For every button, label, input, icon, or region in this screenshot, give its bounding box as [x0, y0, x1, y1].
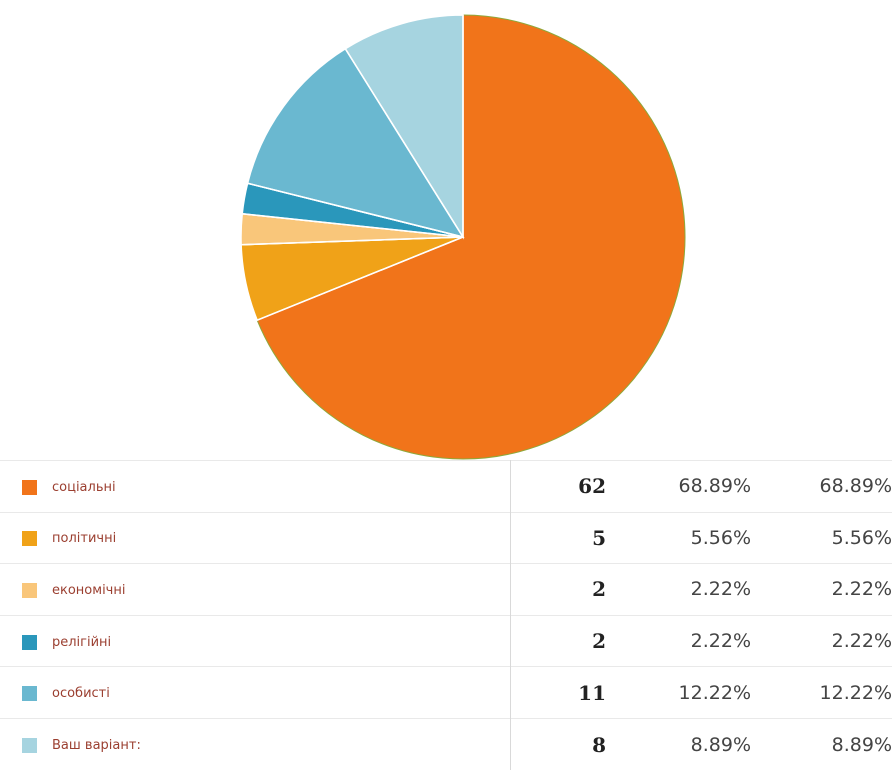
result-row: Ваш варіант: 8 8.89% 8.89% [0, 717, 892, 770]
vote-count: 11 [510, 666, 606, 719]
vote-percent-total: 68.89% [751, 460, 892, 513]
pie-slice [344, 14, 464, 240]
vote-percent: 68.89% [606, 460, 751, 513]
option-label: Ваш варіант: [52, 738, 141, 754]
vote-percent-total: 12.22% [751, 666, 892, 719]
legend-swatch [22, 634, 37, 650]
result-row: соціальні 62 68.89% 68.89% [0, 460, 892, 513]
vote-percent: 2.22% [606, 614, 751, 667]
result-row: економічні 2 2.22% 2.22% [0, 563, 892, 616]
option-label: релігійні [52, 634, 112, 650]
slice-separator [247, 182, 464, 238]
label-cell: особисті [0, 666, 511, 719]
vote-percent-total: 2.22% [751, 614, 892, 667]
slice-separator [241, 236, 464, 246]
slice-separator [242, 213, 464, 238]
option-label: соціальні [52, 479, 116, 495]
vote-count: 2 [510, 563, 606, 616]
pie-chart [240, 14, 686, 460]
vote-percent-total: 8.89% [751, 717, 892, 770]
vote-percent-total: 5.56% [751, 511, 892, 564]
pie-slice [256, 14, 686, 460]
legend-swatch [22, 738, 37, 754]
vote-percent: 5.56% [606, 511, 751, 564]
vote-count: 62 [510, 460, 606, 513]
slice-separator [344, 48, 464, 238]
legend-swatch [22, 531, 37, 547]
label-cell: релігійні [0, 614, 511, 667]
label-cell: Ваш варіант: [0, 717, 511, 770]
label-cell: економічні [0, 563, 511, 616]
vote-percent: 2.22% [606, 563, 751, 616]
slice-separator [256, 236, 464, 321]
result-row: релігійні 2 2.22% 2.22% [0, 614, 892, 667]
label-cell: політичні [0, 511, 511, 564]
result-row: політичні 5 5.56% 5.56% [0, 511, 892, 564]
label-cell: соціальні [0, 460, 511, 513]
pie-slice [246, 47, 465, 239]
legend-swatch [22, 582, 37, 598]
vote-count: 2 [510, 614, 606, 667]
legend-swatch [22, 479, 37, 495]
vote-count: 8 [510, 717, 606, 770]
vote-percent: 12.22% [606, 666, 751, 719]
vote-count: 5 [510, 511, 606, 564]
legend-swatch [22, 686, 37, 702]
results-table: соціальні 62 68.89% 68.89% політичні 5 5.56% 5.… [0, 460, 892, 770]
option-label: політичні [52, 531, 117, 547]
option-label: економічні [52, 582, 126, 598]
result-row: особисті 11 12.22% 12.22% [0, 666, 892, 719]
vote-percent-total: 2.22% [751, 563, 892, 616]
vote-percent: 8.89% [606, 717, 751, 770]
option-label: особисті [52, 686, 110, 702]
